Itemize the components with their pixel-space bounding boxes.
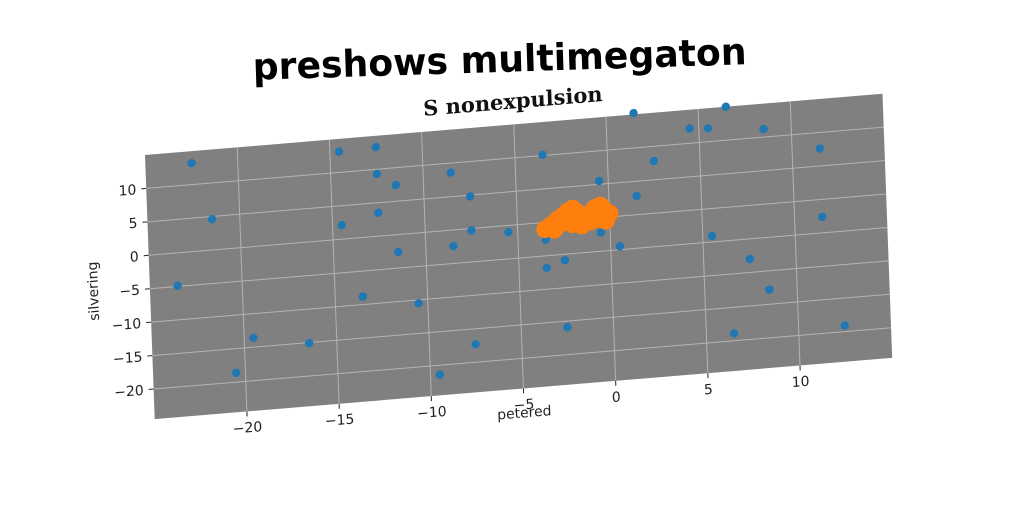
x-tick-label: 5	[704, 382, 713, 399]
y-grid-line	[146, 126, 884, 189]
scatter-point	[703, 124, 713, 133]
scatter-point	[745, 254, 755, 264]
scatter-point	[597, 211, 616, 230]
grid-lines	[146, 101, 892, 412]
scatter-point	[471, 339, 480, 349]
scatter-point	[729, 329, 739, 338]
scatter-point	[815, 144, 824, 153]
scatter-point	[563, 322, 572, 332]
x-tick-label: −15	[325, 412, 355, 430]
x-tick-label: 10	[791, 374, 809, 391]
data-points	[173, 102, 849, 379]
scatter-point	[759, 124, 768, 134]
y-tick-label: −15	[113, 349, 143, 367]
scatter-point	[649, 156, 658, 166]
scatter-point	[374, 208, 383, 217]
x-tick-label: 0	[612, 389, 621, 406]
scatter-point	[721, 102, 730, 111]
scatter-point	[467, 226, 476, 235]
y-tick-label: 10	[118, 182, 136, 199]
x-tick-label: −20	[233, 419, 263, 437]
x-grid-line	[789, 101, 801, 366]
y-grid-line	[152, 293, 890, 357]
x-ticks: −20 −15 −10 −5 0 5 10	[233, 365, 810, 438]
scatter-point	[632, 191, 641, 201]
x-tick-label: −10	[417, 404, 447, 422]
scatter-point	[538, 150, 547, 160]
scatter-point	[391, 180, 400, 190]
x-grid-line	[421, 131, 432, 397]
scatter-point	[232, 368, 241, 377]
y-tick-label: 5	[128, 216, 137, 233]
scatter-point	[465, 192, 475, 201]
plot-group: S nonexpulsion −20 −15 −10 −5 0 5 10 −20 −15 −10…	[85, 81, 893, 438]
y-grid-line	[148, 193, 887, 256]
scatter-point	[594, 176, 604, 186]
x-grid-line	[236, 147, 248, 412]
chart-title: S nonexpulsion	[423, 81, 603, 121]
scatter-point	[685, 124, 694, 133]
scatter-point	[337, 220, 346, 230]
scatter-point	[765, 285, 774, 294]
scatter-point	[818, 212, 827, 221]
scatter-point	[187, 159, 196, 168]
scatter-point	[446, 168, 455, 177]
scatter-point	[840, 321, 849, 330]
y-tick-label: −20	[114, 383, 144, 401]
scatter-point	[560, 256, 570, 265]
y-tick-label: −10	[112, 316, 142, 334]
scatter-point	[435, 370, 444, 379]
scatter-point	[449, 241, 458, 251]
scatter-point	[629, 108, 638, 118]
scatter-point	[173, 281, 182, 290]
scatter-point	[207, 214, 217, 224]
scatter-point	[371, 143, 381, 152]
y-tick-label: −5	[119, 283, 140, 301]
x-grid-line	[697, 108, 709, 374]
scatter-point	[358, 292, 368, 301]
scatter-point	[707, 231, 717, 241]
y-axis-label: silvering	[85, 261, 103, 321]
x-grid-line	[513, 124, 524, 389]
y-ticks: −20 −15 −10 −5 0 5 10	[112, 182, 154, 401]
y-tick-label: 0	[130, 249, 139, 266]
scatter-point	[394, 247, 403, 257]
scatter-point	[569, 210, 588, 229]
scatter-point	[596, 228, 606, 237]
suptitle-group: preshows multimegaton	[252, 30, 747, 88]
scatter-point	[542, 263, 551, 273]
scatter-point	[414, 299, 423, 308]
x-grid-line	[605, 116, 617, 381]
scatter-point	[304, 339, 314, 348]
scatter-point	[504, 227, 513, 237]
y-grid-line	[147, 160, 885, 223]
x-tick-label: −5	[513, 397, 534, 415]
scatter-point	[615, 242, 625, 251]
scatter-point	[334, 147, 344, 156]
y-grid-line	[149, 226, 888, 290]
x-axis-label: petered	[497, 403, 552, 423]
scatter-point	[372, 169, 382, 179]
y-grid-line	[153, 327, 892, 390]
scatter-point	[545, 220, 564, 239]
y-grid-line	[151, 260, 889, 323]
scatter-point	[249, 333, 258, 343]
x-grid-line	[328, 139, 340, 404]
chart-suptitle: preshows multimegaton	[252, 30, 747, 88]
